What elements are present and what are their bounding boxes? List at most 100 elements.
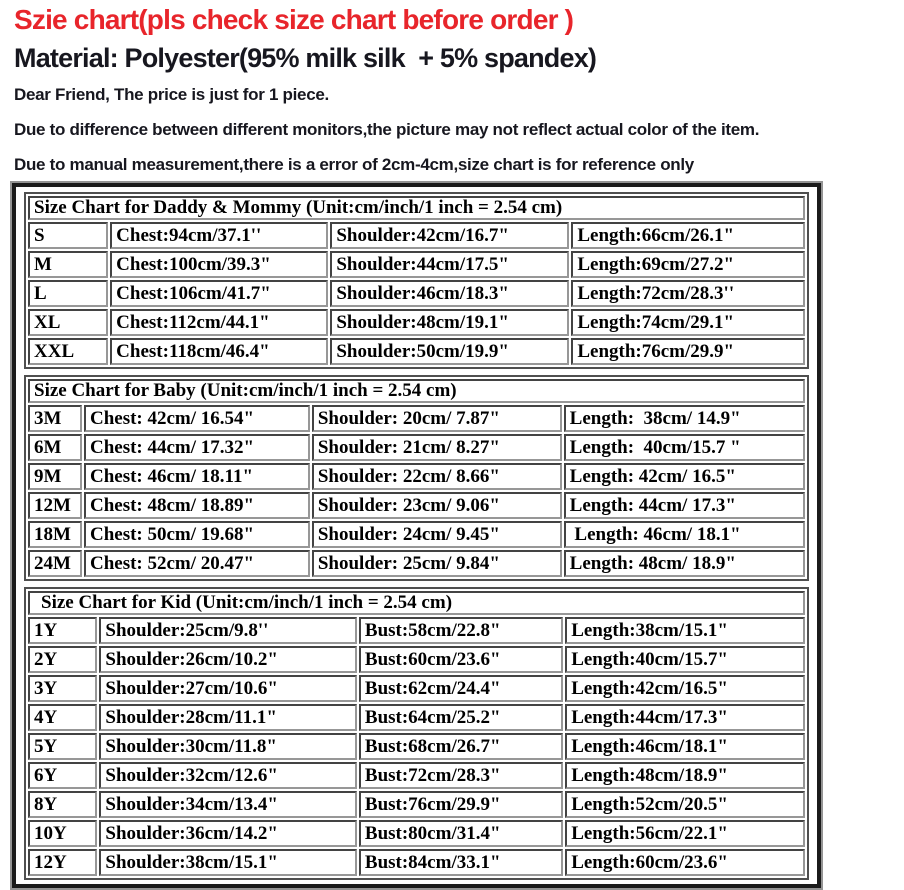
note-price: Dear Friend, The price is just for 1 pie… bbox=[14, 85, 329, 104]
measure-cell: Chest: 48cm/ 18.89" bbox=[83, 492, 310, 519]
measure-cell: Length:48cm/18.9" bbox=[565, 762, 805, 789]
table-header-row: Size Chart for Baby (Unit:cm/inch/1 inch… bbox=[28, 379, 805, 403]
measure-cell: Shoulder:42cm/16.7" bbox=[330, 222, 570, 249]
measure-cell: Bust:60cm/23.6" bbox=[358, 646, 564, 673]
measure-cell: Shoulder:46cm/18.3" bbox=[330, 280, 570, 307]
measure-cell: Length:56cm/22.1" bbox=[565, 820, 805, 847]
measure-cell: Shoulder:34cm/13.4" bbox=[99, 791, 357, 818]
table-header-row: Size Chart for Daddy & Mommy (Unit:cm/in… bbox=[28, 196, 805, 220]
measure-cell: Length:44cm/17.3" bbox=[565, 704, 805, 731]
measure-cell: Bust:80cm/31.4" bbox=[358, 820, 564, 847]
size-table-kid: Size Chart for Kid (Unit:cm/inch/1 inch … bbox=[24, 587, 809, 880]
note-measurement: Due to manual measurement,there is a err… bbox=[14, 155, 694, 174]
size-cell: L bbox=[28, 280, 109, 307]
table-row: 8Y Shoulder:34cm/13.4" Bust:76cm/29.9" Leng… bbox=[28, 791, 805, 818]
measure-cell: Length: 38cm/ 14.9" bbox=[563, 405, 805, 432]
measure-cell: Bust:62cm/24.4" bbox=[358, 675, 564, 702]
measure-cell: Bust:72cm/28.3" bbox=[358, 762, 564, 789]
measure-cell: Shoulder:30cm/11.8" bbox=[99, 733, 357, 760]
measure-cell: Length:66cm/26.1" bbox=[571, 222, 805, 249]
size-cell: 12Y bbox=[28, 849, 98, 876]
measure-cell: Length:40cm/15.7" bbox=[565, 646, 805, 673]
measure-cell: Shoulder: 21cm/ 8.27" bbox=[311, 434, 562, 461]
table-row: 10Y Shoulder:36cm/14.2" Bust:80cm/31.4" Len… bbox=[28, 820, 805, 847]
measure-cell: Chest:112cm/44.1" bbox=[110, 309, 329, 336]
measure-cell: Length: 40cm/15.7 " bbox=[563, 434, 805, 461]
measure-cell: Shoulder: 24cm/ 9.45" bbox=[311, 521, 562, 548]
size-cell: 6M bbox=[28, 434, 82, 461]
measure-cell: Chest: 42cm/ 16.54" bbox=[83, 405, 310, 432]
material-heading: Material: Polyester(95% milk silk + 5% s… bbox=[14, 43, 597, 73]
measure-cell: Shoulder:48cm/19.1" bbox=[330, 309, 570, 336]
measure-cell: Shoulder:25cm/9.8'' bbox=[99, 617, 357, 644]
size-cell: 18M bbox=[28, 521, 82, 548]
measure-cell: Chest:94cm/37.1'' bbox=[110, 222, 329, 249]
table-row: 5Y Shoulder:30cm/11.8" Bust:68cm/26.7" Leng… bbox=[28, 733, 805, 760]
measure-cell: Chest:100cm/39.3" bbox=[110, 251, 329, 278]
measure-cell: Bust:58cm/22.8" bbox=[358, 617, 564, 644]
measure-cell: Length:76cm/29.9" bbox=[571, 338, 805, 365]
table-row: 2Y Shoulder:26cm/10.2" Bust:60cm/23.6" Leng… bbox=[28, 646, 805, 673]
measure-cell: Bust:84cm/33.1" bbox=[358, 849, 564, 876]
table-title: Size Chart for Baby (Unit:cm/inch/1 inch… bbox=[28, 379, 805, 403]
size-cell: 5Y bbox=[28, 733, 98, 760]
size-cell: 9M bbox=[28, 463, 82, 490]
measure-cell: Chest: 52cm/ 20.47" bbox=[83, 550, 310, 577]
measure-cell: Shoulder:50cm/19.9" bbox=[330, 338, 570, 365]
size-cell: 2Y bbox=[28, 646, 98, 673]
table-title: Size Chart for Daddy & Mommy (Unit:cm/in… bbox=[28, 196, 805, 220]
table-row: S Chest:94cm/37.1'' Shoulder:42cm/16.7" Len… bbox=[28, 222, 805, 249]
measure-cell: Length:52cm/20.5" bbox=[565, 791, 805, 818]
measure-cell: Length:74cm/29.1" bbox=[571, 309, 805, 336]
measure-cell: Shoulder: 25cm/ 9.84" bbox=[311, 550, 562, 577]
size-cell: 3Y bbox=[28, 675, 98, 702]
measure-cell: Shoulder:44cm/17.5" bbox=[330, 251, 570, 278]
size-cell: 4Y bbox=[28, 704, 98, 731]
measure-cell: Shoulder:27cm/10.6" bbox=[99, 675, 357, 702]
size-cell: 24M bbox=[28, 550, 82, 577]
measure-cell: Length:42cm/16.5" bbox=[565, 675, 805, 702]
size-chart-frame-inner: Size Chart for Daddy & Mommy (Unit:cm/in… bbox=[12, 183, 821, 888]
table-row: 3M Chest: 42cm/ 16.54" Shoulder: 20cm/ 7.8… bbox=[28, 405, 805, 432]
page-title: Szie chart(pls check size chart before o… bbox=[14, 4, 574, 35]
table-row: XL Chest:112cm/44.1" Shoulder:48cm/19.1" Le… bbox=[28, 309, 805, 336]
size-chart-frame: Size Chart for Daddy & Mommy (Unit:cm/in… bbox=[10, 181, 823, 890]
table-row: 12M Chest: 48cm/ 18.89" Shoulder: 23cm/ 9.… bbox=[28, 492, 805, 519]
measure-cell: Length: 44cm/ 17.3" bbox=[563, 492, 805, 519]
table-row: 6M Chest: 44cm/ 17.32" Shoulder: 21cm/ 8.2… bbox=[28, 434, 805, 461]
table-row: 6Y Shoulder:32cm/12.6" Bust:72cm/28.3" Leng… bbox=[28, 762, 805, 789]
table-row: 4Y Shoulder:28cm/11.1" Bust:64cm/25.2" Leng… bbox=[28, 704, 805, 731]
table-header-row: Size Chart for Kid (Unit:cm/inch/1 inch … bbox=[28, 591, 805, 615]
measure-cell: Shoulder: 20cm/ 7.87" bbox=[311, 405, 562, 432]
measure-cell: Length: 48cm/ 18.9" bbox=[563, 550, 805, 577]
size-cell: XXL bbox=[28, 338, 109, 365]
size-cell: XL bbox=[28, 309, 109, 336]
measure-cell: Shoulder: 23cm/ 9.06" bbox=[311, 492, 562, 519]
note-monitors: Due to difference between different moni… bbox=[14, 120, 760, 139]
table-row: M Chest:100cm/39.3" Shoulder:44cm/17.5" Len… bbox=[28, 251, 805, 278]
measure-cell: Shoulder:38cm/15.1" bbox=[99, 849, 357, 876]
size-cell: 3M bbox=[28, 405, 82, 432]
size-table-baby: Size Chart for Baby (Unit:cm/inch/1 inch… bbox=[24, 375, 809, 581]
measure-cell: Shoulder:26cm/10.2" bbox=[99, 646, 357, 673]
size-cell: 12M bbox=[28, 492, 82, 519]
measure-cell: Chest:118cm/46.4" bbox=[110, 338, 329, 365]
table-row: L Chest:106cm/41.7" Shoulder:46cm/18.3" Len… bbox=[28, 280, 805, 307]
measure-cell: Length:46cm/18.1" bbox=[565, 733, 805, 760]
size-cell: M bbox=[28, 251, 109, 278]
measure-cell: Chest:106cm/41.7" bbox=[110, 280, 329, 307]
size-cell: 10Y bbox=[28, 820, 98, 847]
table-row: 3Y Shoulder:27cm/10.6" Bust:62cm/24.4" Leng… bbox=[28, 675, 805, 702]
measure-cell: Shoulder:28cm/11.1" bbox=[99, 704, 357, 731]
table-row: 9M Chest: 46cm/ 18.11" Shoulder: 22cm/ 8.6… bbox=[28, 463, 805, 490]
size-cell: 6Y bbox=[28, 762, 98, 789]
measure-cell: Shoulder: 22cm/ 8.66" bbox=[311, 463, 562, 490]
table-row: 18M Chest: 50cm/ 19.68" Shoulder: 24cm/ 9.… bbox=[28, 521, 805, 548]
measure-cell: Bust:68cm/26.7" bbox=[358, 733, 564, 760]
measure-cell: Shoulder:36cm/14.2" bbox=[99, 820, 357, 847]
table-row: XXL Chest:118cm/46.4" Shoulder:50cm/19.9" L… bbox=[28, 338, 805, 365]
measure-cell: Chest: 46cm/ 18.11" bbox=[83, 463, 310, 490]
table-row: 24M Chest: 52cm/ 20.47" Shoulder: 25cm/ 9.… bbox=[28, 550, 805, 577]
size-cell: 8Y bbox=[28, 791, 98, 818]
